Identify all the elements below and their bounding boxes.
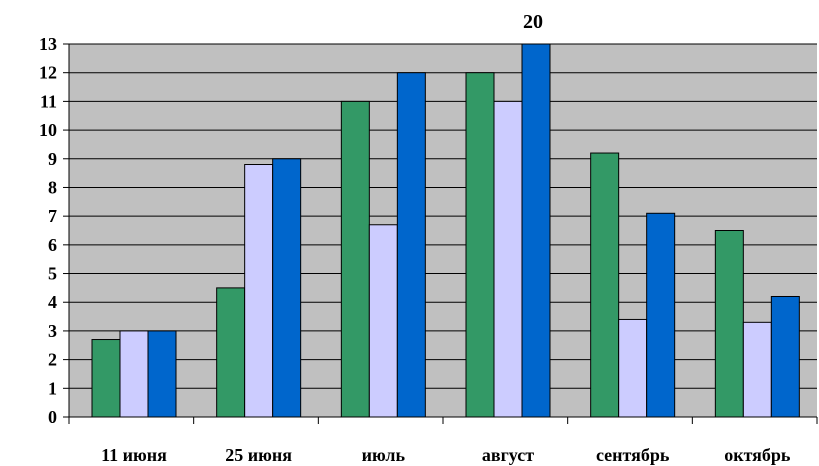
bar [493,100,523,418]
overflow-annotation: 20 [523,11,543,33]
y-tick-label: 5 [48,264,57,284]
bar [618,318,648,418]
x-tick-label: июль [362,445,406,465]
bar [368,224,398,418]
x-tick-label: октябрь [724,445,791,465]
bar [590,152,620,418]
x-tick-label: август [482,445,534,465]
bar [216,287,246,418]
bar [646,212,676,418]
x-tick-label: 11 июня [101,445,167,465]
x-tick-labels: 11 июня 25 июня июль август сентябрь октябрь [68,417,818,465]
bar [119,330,149,418]
gridlines [63,43,817,418]
bar [272,158,302,418]
y-tick-label: 9 [48,149,57,169]
bar [742,321,772,418]
bar [91,339,121,418]
bars [91,43,800,418]
bar [244,164,274,418]
bar [340,100,370,418]
bar [147,330,177,418]
y-tick-label: 12 [39,63,57,83]
y-tick-label: 10 [39,120,57,140]
x-tick-label: сентябрь [596,445,670,465]
y-tick-label: 11 [40,91,57,111]
bar [714,230,744,418]
y-tick-label: 4 [48,292,57,312]
y-tick-label: 2 [48,350,57,370]
x-tick-label: 25 июня [225,445,292,465]
y-tick-label: 7 [48,206,57,226]
y-tick-label: 13 [39,34,57,54]
y-tick-label: 0 [48,407,57,427]
bar [521,43,551,418]
bar [396,72,426,418]
y-tick-label: 6 [48,235,57,255]
y-tick-label: 8 [48,177,57,197]
bar [770,295,800,418]
plot-area [69,44,817,417]
y-tick-label: 1 [48,378,57,398]
bar [465,72,495,418]
y-tick-label: 3 [48,321,57,341]
